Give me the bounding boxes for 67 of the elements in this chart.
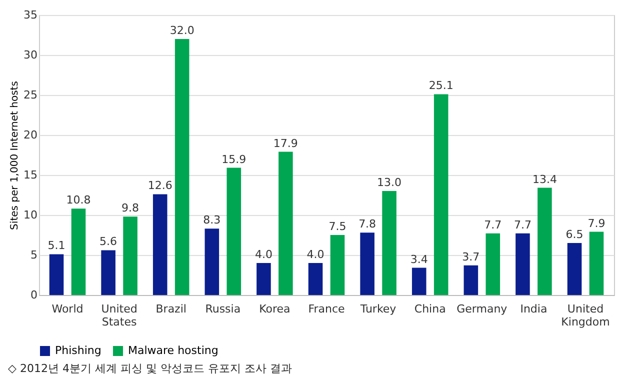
y-tick-label: 5 [30, 248, 38, 262]
legend-label: Malware hosting [128, 344, 218, 357]
bar [256, 263, 271, 295]
y-tick-label: 30 [24, 48, 38, 62]
x-tick-label: India [520, 302, 548, 316]
data-label: 7.9 [588, 216, 606, 230]
data-label: 5.6 [100, 235, 118, 248]
bar [516, 233, 530, 295]
data-label: 13.4 [532, 172, 557, 186]
bar [567, 243, 582, 295]
data-label: 5.1 [48, 239, 66, 252]
bar [49, 254, 64, 295]
bar [382, 191, 396, 295]
x-tick-label: United Kingdom [561, 302, 610, 328]
bar [71, 208, 86, 295]
y-tick-label: 35 [24, 8, 38, 22]
y-axis-title: Sites per 1,000 Internet hosts [10, 81, 21, 230]
bar [278, 152, 293, 295]
x-tick-label: China [414, 302, 446, 316]
data-label: 7.7 [514, 218, 532, 232]
y-tick-label: 15 [24, 168, 38, 182]
bar [308, 263, 323, 295]
bar [204, 228, 220, 295]
x-tick-label: World [52, 302, 84, 316]
bar [174, 39, 190, 295]
x-tick-label: Turkey [359, 302, 397, 316]
data-label: 3.4 [410, 252, 428, 266]
data-label: 7.7 [484, 218, 502, 232]
bar [101, 250, 116, 295]
y-tick-label: 25 [24, 88, 38, 102]
bar [226, 168, 242, 295]
bar [360, 232, 374, 295]
bar [589, 232, 604, 295]
data-label: 7.5 [328, 220, 346, 233]
bar [123, 216, 138, 295]
data-label: 12.6 [148, 179, 172, 192]
data-label: 4.0 [254, 248, 272, 261]
data-label: 32.0 [170, 24, 194, 37]
bar [330, 235, 345, 295]
text: ◇ 2012년 4분기 세계 피싱 및 악성코드 유포지 조사 결과 [8, 361, 293, 376]
y-tick-label: 10 [24, 208, 38, 222]
data-label: 4.0 [306, 248, 324, 261]
data-label: 25.1 [428, 79, 454, 92]
y-tick-label: 0 [30, 288, 38, 302]
data-label: 6.5 [566, 228, 584, 241]
data-label: 17.9 [273, 136, 298, 150]
x-tick-label: Germany [456, 302, 508, 316]
bar [486, 233, 500, 295]
data-label: 9.8 [122, 202, 140, 215]
bar [152, 194, 168, 295]
data-label: 13.0 [377, 176, 402, 189]
x-tick-label: Brazil [156, 302, 186, 316]
y-tick-label: 20 [24, 128, 38, 142]
bar [464, 265, 478, 295]
x-tick-label: Russia [205, 302, 241, 316]
data-label: 7.8 [358, 218, 376, 231]
bar [412, 268, 426, 295]
legend-label: Phishing [55, 344, 102, 357]
data-label: 15.9 [222, 152, 246, 166]
x-tick-label: France [308, 302, 346, 316]
x-tick-label: Korea [259, 302, 290, 316]
x-tick-label: United States [101, 302, 138, 328]
data-label: 10.8 [66, 194, 91, 207]
data-label: 8.3 [203, 214, 221, 227]
bar [538, 188, 552, 295]
bar [434, 94, 448, 295]
data-label: 3.7 [462, 250, 480, 264]
